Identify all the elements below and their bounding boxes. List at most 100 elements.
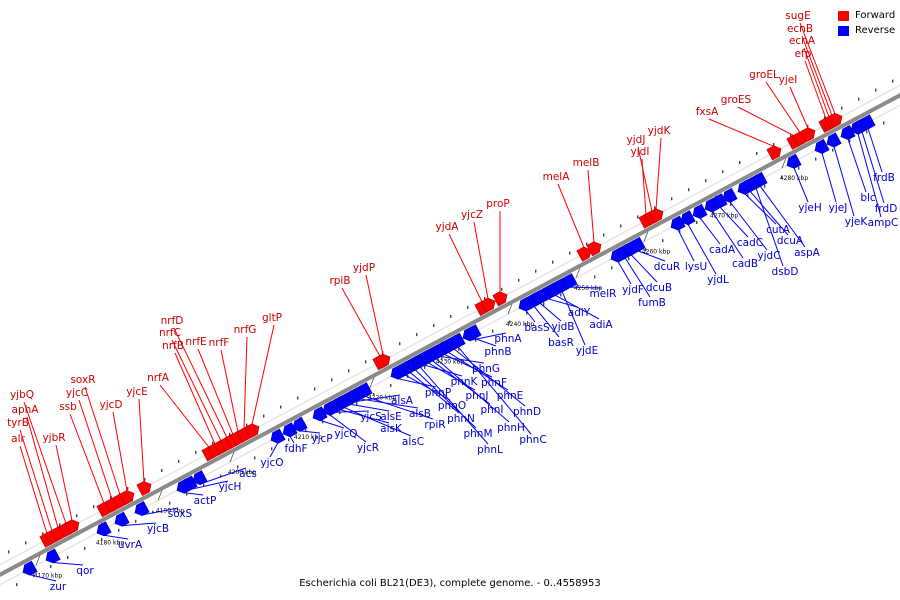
gene-forward-yjcD[interactable] [119,488,137,506]
gene-reverse-yjeJ[interactable] [812,138,830,156]
legend-item-forward[interactable]: Forward [838,8,895,23]
gene-label-fxsA[interactable]: fxsA [696,106,719,118]
gene-label-yjdP[interactable]: yjdP [353,262,375,274]
gene-forward-yjcE[interactable] [136,479,154,496]
gene-label-phnK[interactable]: phnK [451,376,479,388]
gene-label-alsB[interactable]: alsB [409,408,431,420]
gene-label-yjdI[interactable]: yjdI [631,146,650,158]
gene-label-groES[interactable]: groES [721,94,752,106]
gene-label-phnM[interactable]: phnM [463,428,492,440]
gene-reverse-yjeH[interactable] [784,153,802,171]
gene-label-cadA[interactable]: cadA [709,244,736,256]
gene-reverse-dcuR[interactable] [628,236,646,254]
gene-forward-yjeI[interactable] [800,125,818,143]
gene-reverse-blc[interactable] [838,125,856,142]
gene-forward-melB[interactable] [586,239,604,257]
gene-label-ecnA[interactable]: ecnA [789,35,816,47]
gene-reverse-zur[interactable] [20,560,38,578]
gene-reverse-soxS[interactable] [132,501,150,518]
gene-label-sugE[interactable]: sugE [785,10,810,22]
gene-label-yjeK[interactable]: yjeK [845,216,869,228]
gene-forward-yjdP[interactable] [375,352,393,369]
gene-label-fdhF[interactable]: fdhF [284,443,307,455]
gene-label-yjeH[interactable]: yjeH [798,202,822,214]
gene-label-tyrB[interactable]: tyrB [7,417,29,429]
gene-reverse-rpiR[interactable] [355,382,373,400]
gene-label-yjdJ[interactable]: yjdJ [627,134,646,146]
legend-item-reverse[interactable]: Reverse [838,23,895,38]
gene-forward-sugE[interactable] [827,111,845,128]
gene-label-yjcP[interactable]: yjcP [311,433,332,445]
gene-reverse-frdB[interactable] [858,114,876,132]
gene-label-nrfE[interactable]: nrfE [185,336,206,348]
gene-label-qor[interactable]: qor [76,565,94,577]
gene-label-yjeI[interactable]: yjeI [779,74,798,86]
gene-label-ssb[interactable]: ssb [59,401,77,413]
gene-label-phnE[interactable]: phnE [497,390,524,402]
gene-label-cadC[interactable]: cadC [737,237,763,249]
gene-label-alsK[interactable]: alsK [380,423,403,435]
gene-label-yjeJ[interactable]: yjeJ [829,202,848,214]
gene-label-yjcC[interactable]: yjcC [66,387,88,399]
gene-label-yjcR[interactable]: yjcR [357,442,379,454]
gene-reverse-lysU[interactable] [668,215,686,233]
gene-label-nrfG[interactable]: nrfG [234,324,257,336]
gene-label-fumB[interactable]: fumB [638,297,666,309]
gene-label-yjcE[interactable]: yjcE [126,386,148,398]
gene-reverse-fdhF[interactable] [280,422,298,440]
gene-label-lysU[interactable]: lysU [685,261,707,273]
gene-label-yjcZ[interactable]: yjcZ [461,209,483,221]
gene-forward-yjcZ[interactable] [480,296,498,313]
gene-label-cutA[interactable]: cutA [766,224,791,236]
gene-label-uvrA[interactable]: uvrA [118,539,143,551]
gene-label-adiY[interactable]: adiY [568,307,591,319]
gene-label-phnD[interactable]: phnD [513,406,541,418]
gene-reverse-yjdC[interactable] [720,187,738,205]
gene-label-yjcQ[interactable]: yjcQ [334,428,357,440]
gene-forward-melA[interactable] [576,245,594,262]
gene-label-phnO[interactable]: phnO [438,400,466,412]
gene-label-gltP[interactable]: gltP [262,312,282,324]
gene-label-actP[interactable]: actP [194,495,217,507]
gene-label-phnJ[interactable]: phnJ [465,390,488,402]
gene-label-yjdL[interactable]: yjdL [707,274,729,286]
gene-label-nrfC[interactable]: nrfC [159,327,181,339]
gene-reverse-yjdL[interactable] [678,210,696,228]
gene-label-melB[interactable]: melB [573,157,600,169]
gene-label-aphA[interactable]: aphA [12,404,40,416]
gene-forward-gltP[interactable] [244,421,262,439]
gene-label-yjdA[interactable]: yjdA [436,221,460,233]
gene-reverse-yjcQ[interactable] [310,406,328,424]
gene-label-nrfF[interactable]: nrfF [209,337,230,349]
gene-reverse-aspA[interactable] [750,171,768,189]
gene-label-phnI[interactable]: phnI [480,404,503,416]
gene-label-adiA[interactable]: adiA [589,319,613,331]
gene-label-rpiB[interactable]: rpiB [329,275,350,287]
gene-reverse-yjeK[interactable] [824,132,842,150]
gene-label-alsC[interactable]: alsC [402,436,424,448]
gene-label-phnH[interactable]: phnH [497,422,525,434]
gene-reverse-melR[interactable] [560,273,578,290]
gene-label-frdB[interactable]: frdB [873,172,895,184]
gene-label-frdD[interactable]: frdD [875,203,898,215]
gene-label-phnN[interactable]: phnN [447,413,475,425]
gene-label-aspA[interactable]: aspA [794,247,821,259]
gene-reverse-cadA[interactable] [690,203,708,221]
gene-label-dcuR[interactable]: dcuR [654,261,680,273]
gene-label-alsA[interactable]: alsA [391,395,414,407]
gene-label-acs[interactable]: acs [239,468,257,480]
gene-label-yjbR[interactable]: yjbR [42,432,65,444]
gene-reverse-uvrA[interactable] [94,521,112,539]
gene-label-phnP[interactable]: phnP [425,387,451,399]
gene-label-yjcD[interactable]: yjcD [100,399,123,411]
gene-reverse-yjcP[interactable] [290,416,308,434]
gene-label-soxR[interactable]: soxR [70,374,95,386]
gene-label-groEL[interactable]: groEL [749,69,779,81]
gene-label-yjdE[interactable]: yjdE [576,345,598,357]
gene-reverse-acs[interactable] [190,470,208,488]
gene-label-yjcB[interactable]: yjcB [147,523,169,535]
gene-forward-proP[interactable] [492,289,510,307]
gene-forward-yjbR[interactable] [64,517,82,535]
gene-label-dcuA[interactable]: dcuA [777,235,804,247]
gene-label-nrfA[interactable]: nrfA [147,372,170,384]
